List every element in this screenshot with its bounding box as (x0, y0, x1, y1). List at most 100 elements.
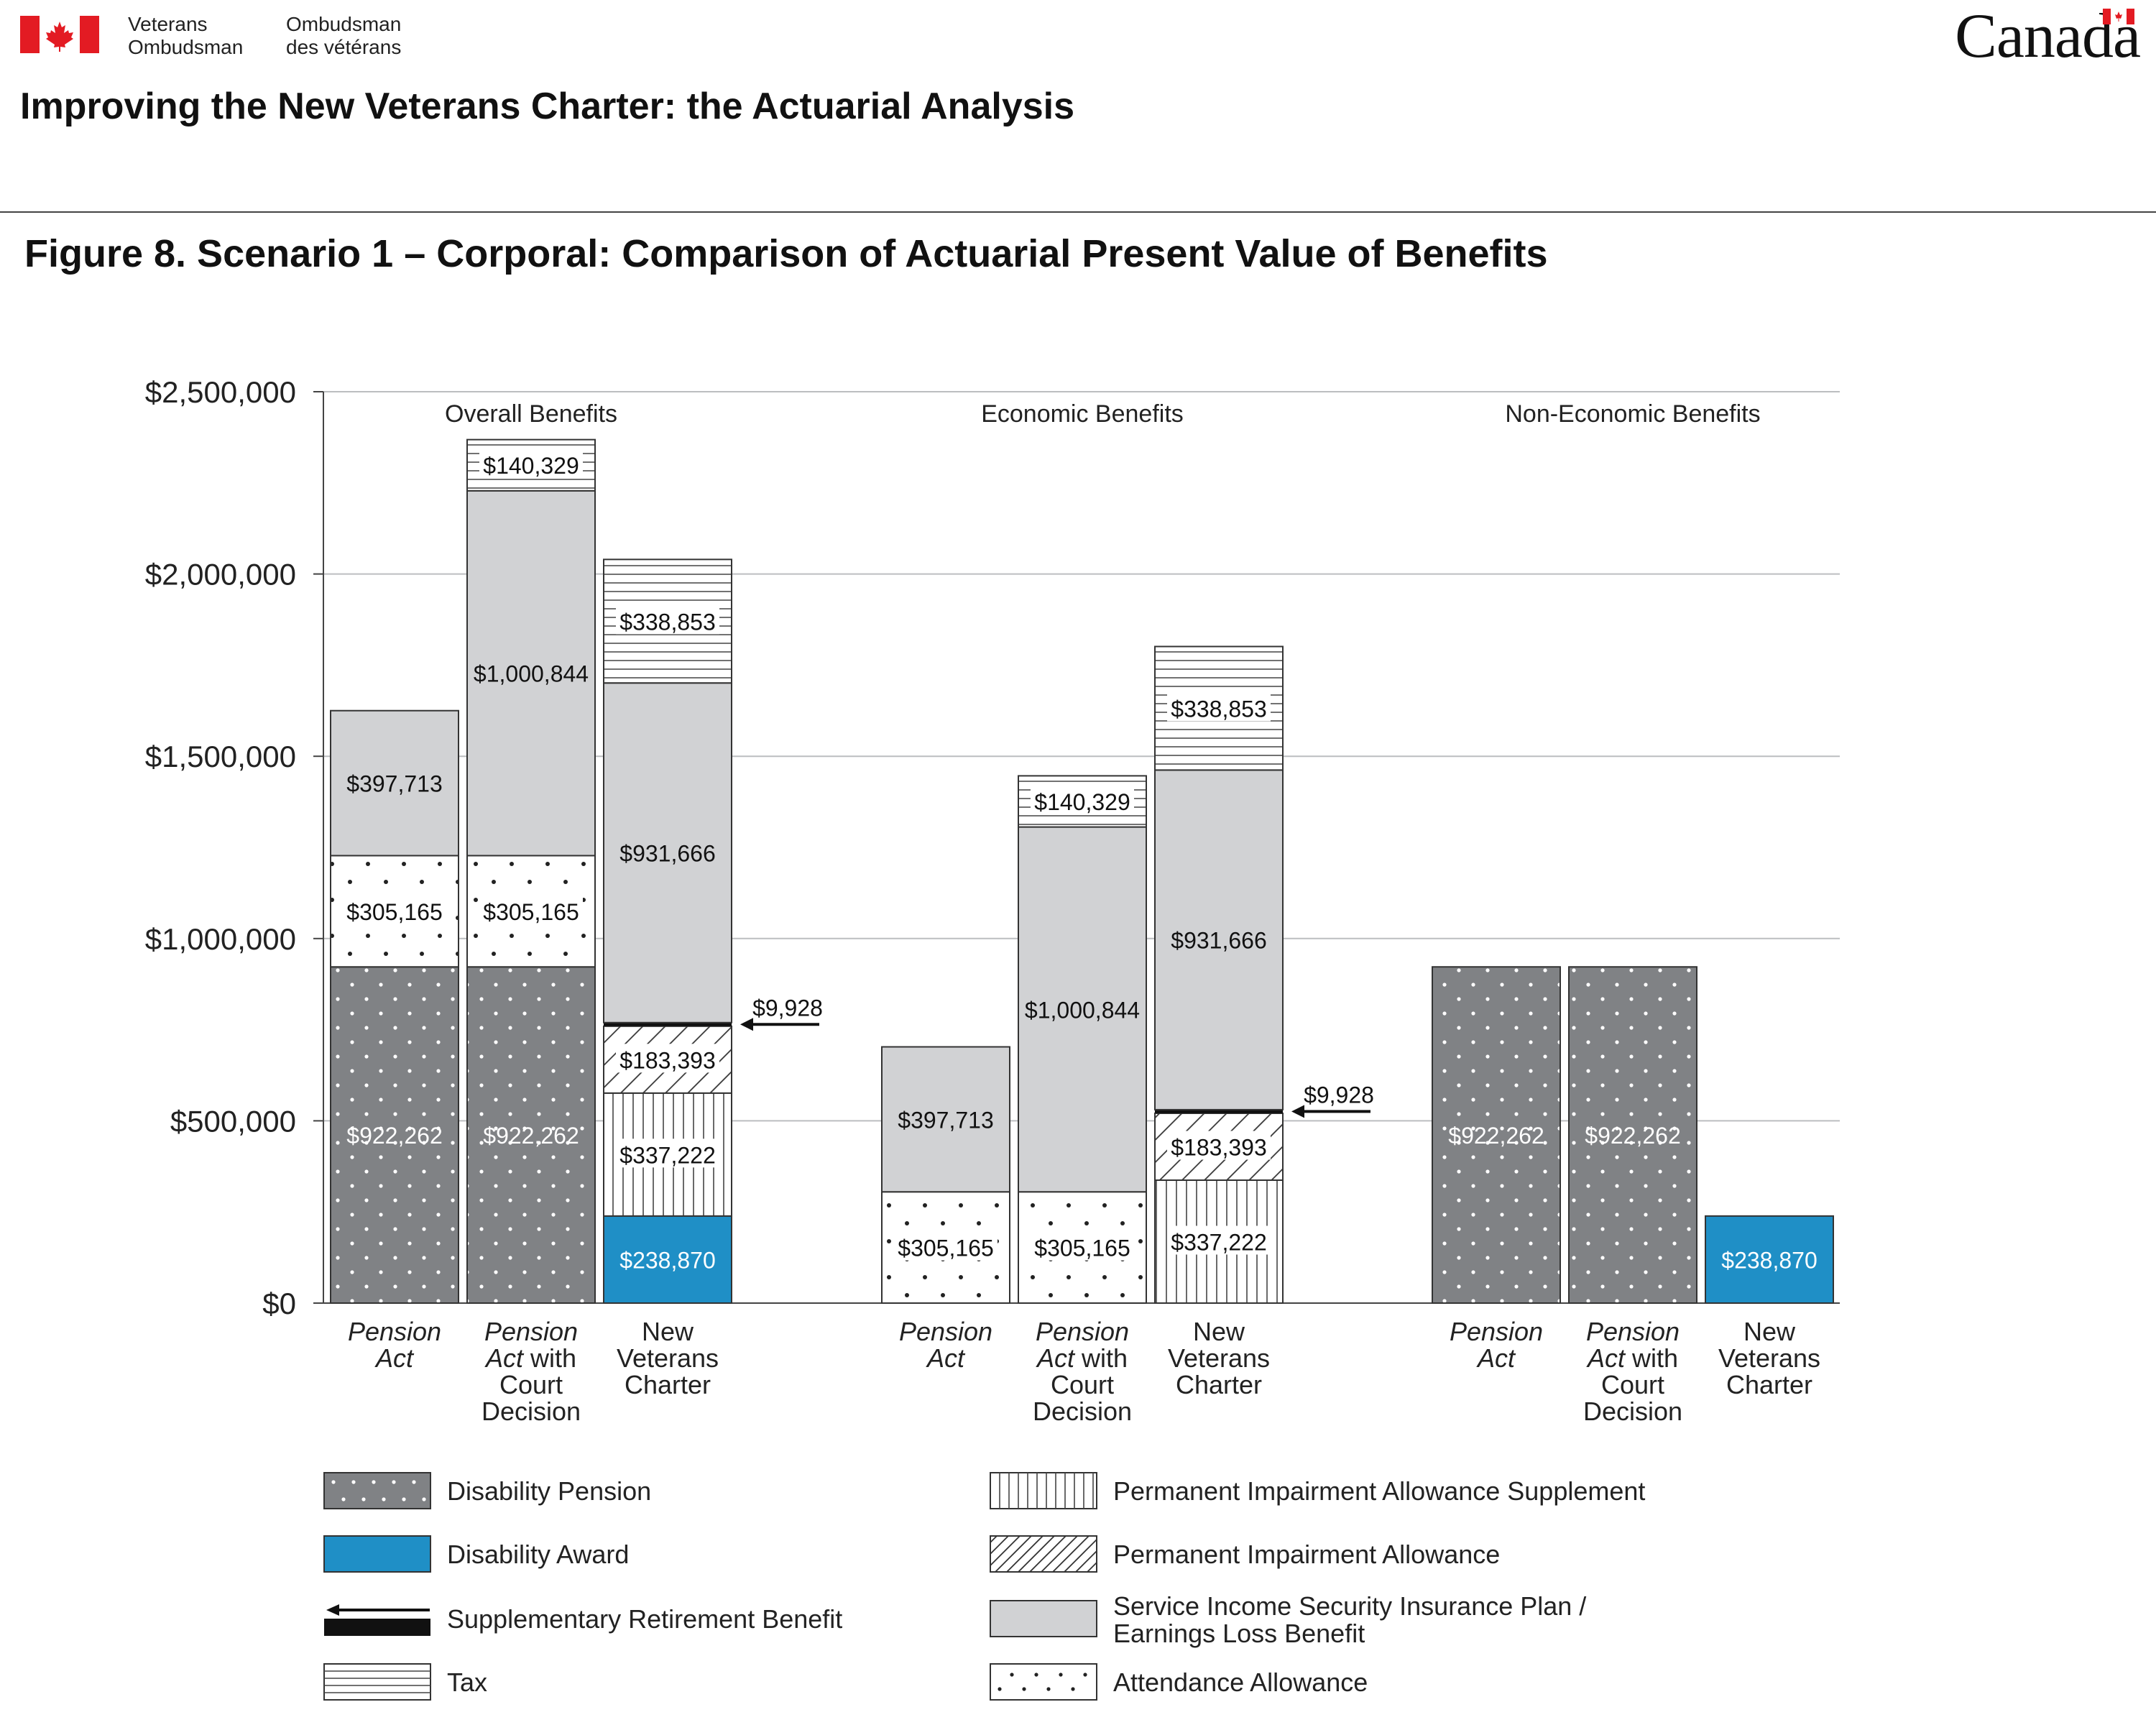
legend-item-attendance: Attendance Allowance (990, 1663, 1852, 1706)
x-category-word: Court (499, 1370, 563, 1399)
x-category-word: Pension (484, 1317, 578, 1346)
y-tick-label: $2,000,000 (145, 558, 296, 592)
y-tick-label: $0 (262, 1287, 296, 1320)
x-category-label: Decision (1033, 1397, 1132, 1426)
x-category-word: Pension (1586, 1317, 1680, 1346)
callout-arrow-icon (1291, 1105, 1304, 1118)
data-label-bg (616, 1138, 719, 1168)
x-category-word: Act (484, 1343, 525, 1373)
legend-label: Disability Pension (447, 1476, 652, 1506)
legend-label: Permanent Impairment Allowance (1113, 1540, 1501, 1569)
bar-segment-sisip-elb (881, 1046, 1010, 1193)
page-header: Veterans Ombudsman Ombudsman des vétéran… (0, 0, 2156, 208)
x-category-word: Act (1476, 1343, 1516, 1373)
x-category-label: New (1743, 1317, 1796, 1346)
data-label-tax: $338,853 (1171, 696, 1266, 722)
x-category-word: Decision (482, 1397, 581, 1426)
x-category-word: Court (1601, 1370, 1664, 1399)
legend-label: Tax (447, 1668, 488, 1697)
legend-swatch (990, 1600, 1097, 1637)
x-category-word: Charter (1176, 1370, 1262, 1399)
x-category-label: New (1193, 1317, 1245, 1346)
legend-swatch (990, 1663, 1097, 1701)
bar-segment-disability-pension (1432, 966, 1561, 1304)
x-category-label: Pension (899, 1317, 992, 1346)
x-category-label: Decision (1583, 1397, 1682, 1426)
data-label-attendance: $305,165 (898, 1236, 993, 1261)
data-label-attendance: $305,165 (346, 899, 442, 925)
callout-arrow-icon (740, 1018, 753, 1031)
x-category-word: Charter (1726, 1370, 1812, 1399)
group-label: Overall Benefits (445, 400, 617, 428)
group-label: Non-Economic Benefits (1505, 400, 1760, 428)
bar-segment-disability-pension (466, 966, 596, 1304)
x-category-word: Veterans (617, 1343, 719, 1373)
x-category-word: Decision (1583, 1397, 1682, 1426)
data-label-disability-pension: $922,262 (483, 1123, 579, 1149)
x-category-label: Charter (625, 1370, 711, 1399)
wordmark-flag-icon (2103, 9, 2134, 24)
data-label-attendance: $305,165 (1034, 1236, 1130, 1261)
x-category-word: Pension (1450, 1317, 1543, 1346)
dept-name-english: Veterans Ombudsman (128, 13, 244, 58)
legend-item-sisip-elb: Service Income Security Insurance Plan /… (990, 1593, 1852, 1647)
x-category-label: Decision (482, 1397, 581, 1426)
data-label-srb: $9,928 (1304, 1082, 1374, 1108)
legend-swatch (323, 1663, 431, 1701)
legend-label: Permanent Impairment Allowance Supplemen… (1113, 1476, 1646, 1506)
x-category-label: Court (499, 1370, 563, 1399)
x-category-label: Veterans (1718, 1343, 1820, 1373)
x-category-label: Veterans (1168, 1343, 1270, 1373)
x-category-word: with (1625, 1343, 1678, 1373)
y-tick-label: $1,000,000 (145, 922, 296, 956)
bar-segment-disability-pension (1568, 966, 1697, 1304)
data-label-sisip-elb: $931,666 (619, 840, 715, 866)
legend-label: Service Income Security Insurance Plan /… (1113, 1591, 1587, 1648)
data-label-tax: $140,329 (483, 453, 579, 479)
legend-item-tax: Tax (323, 1663, 1186, 1706)
data-label-pia: $183,393 (619, 1047, 715, 1073)
x-category-label: Act (1476, 1343, 1516, 1373)
data-label-pias: $337,222 (1171, 1229, 1266, 1255)
data-label-tax: $338,853 (619, 609, 715, 635)
data-label-bg (1167, 1131, 1271, 1160)
bar-segment-srb (1155, 1108, 1283, 1113)
bar-segment-sisip-elb (1154, 769, 1284, 1110)
bar-segment-disability-award (603, 1215, 732, 1304)
data-label-sisip-elb: $397,713 (346, 771, 442, 797)
report-title: Improving the New Veterans Charter: the … (20, 86, 1075, 127)
x-category-label: Pension (1586, 1317, 1680, 1346)
x-category-label: Act with (1586, 1343, 1678, 1373)
legend-swatch (323, 1472, 431, 1509)
x-category-label: New (642, 1317, 694, 1346)
x-category-word: with (523, 1343, 576, 1373)
legend-item-disability-award: Disability Award (323, 1535, 1186, 1578)
x-category-word: Veterans (1168, 1343, 1270, 1373)
bar-segment-disability-pension (330, 966, 459, 1304)
bar-segment-sisip-elb (466, 489, 596, 857)
x-category-word: Pension (1036, 1317, 1129, 1346)
x-category-word: Act (1586, 1343, 1626, 1373)
legend-swatch (323, 1535, 431, 1573)
x-category-label: Veterans (617, 1343, 719, 1373)
bar-segment-sisip-elb (1018, 826, 1147, 1193)
bar-segment-srb (604, 1021, 732, 1026)
x-category-label: Pension (348, 1317, 441, 1346)
x-category-word: Act (926, 1343, 966, 1373)
header-divider (0, 211, 2156, 213)
data-label-bg (1031, 1231, 1134, 1261)
legend-item-srb: Supplementary Retirement Benefit (323, 1600, 1186, 1643)
data-label-pia: $183,393 (1171, 1134, 1266, 1160)
x-category-word: Decision (1033, 1397, 1132, 1426)
data-label-attendance: $305,165 (483, 899, 579, 925)
x-category-word: New (642, 1317, 694, 1346)
x-category-label: Pension (1036, 1317, 1129, 1346)
data-label-bg (479, 449, 583, 479)
data-label-sisip-elb: $397,713 (898, 1107, 993, 1133)
data-label-bg (1167, 1225, 1271, 1255)
data-label-sisip-elb: $1,000,844 (1025, 997, 1140, 1023)
legend-item-disability-pension: Disability Pension (323, 1472, 1186, 1515)
legend-swatch (324, 1604, 430, 1636)
data-label-bg (1031, 786, 1134, 815)
legend-label: Disability Award (447, 1540, 630, 1569)
